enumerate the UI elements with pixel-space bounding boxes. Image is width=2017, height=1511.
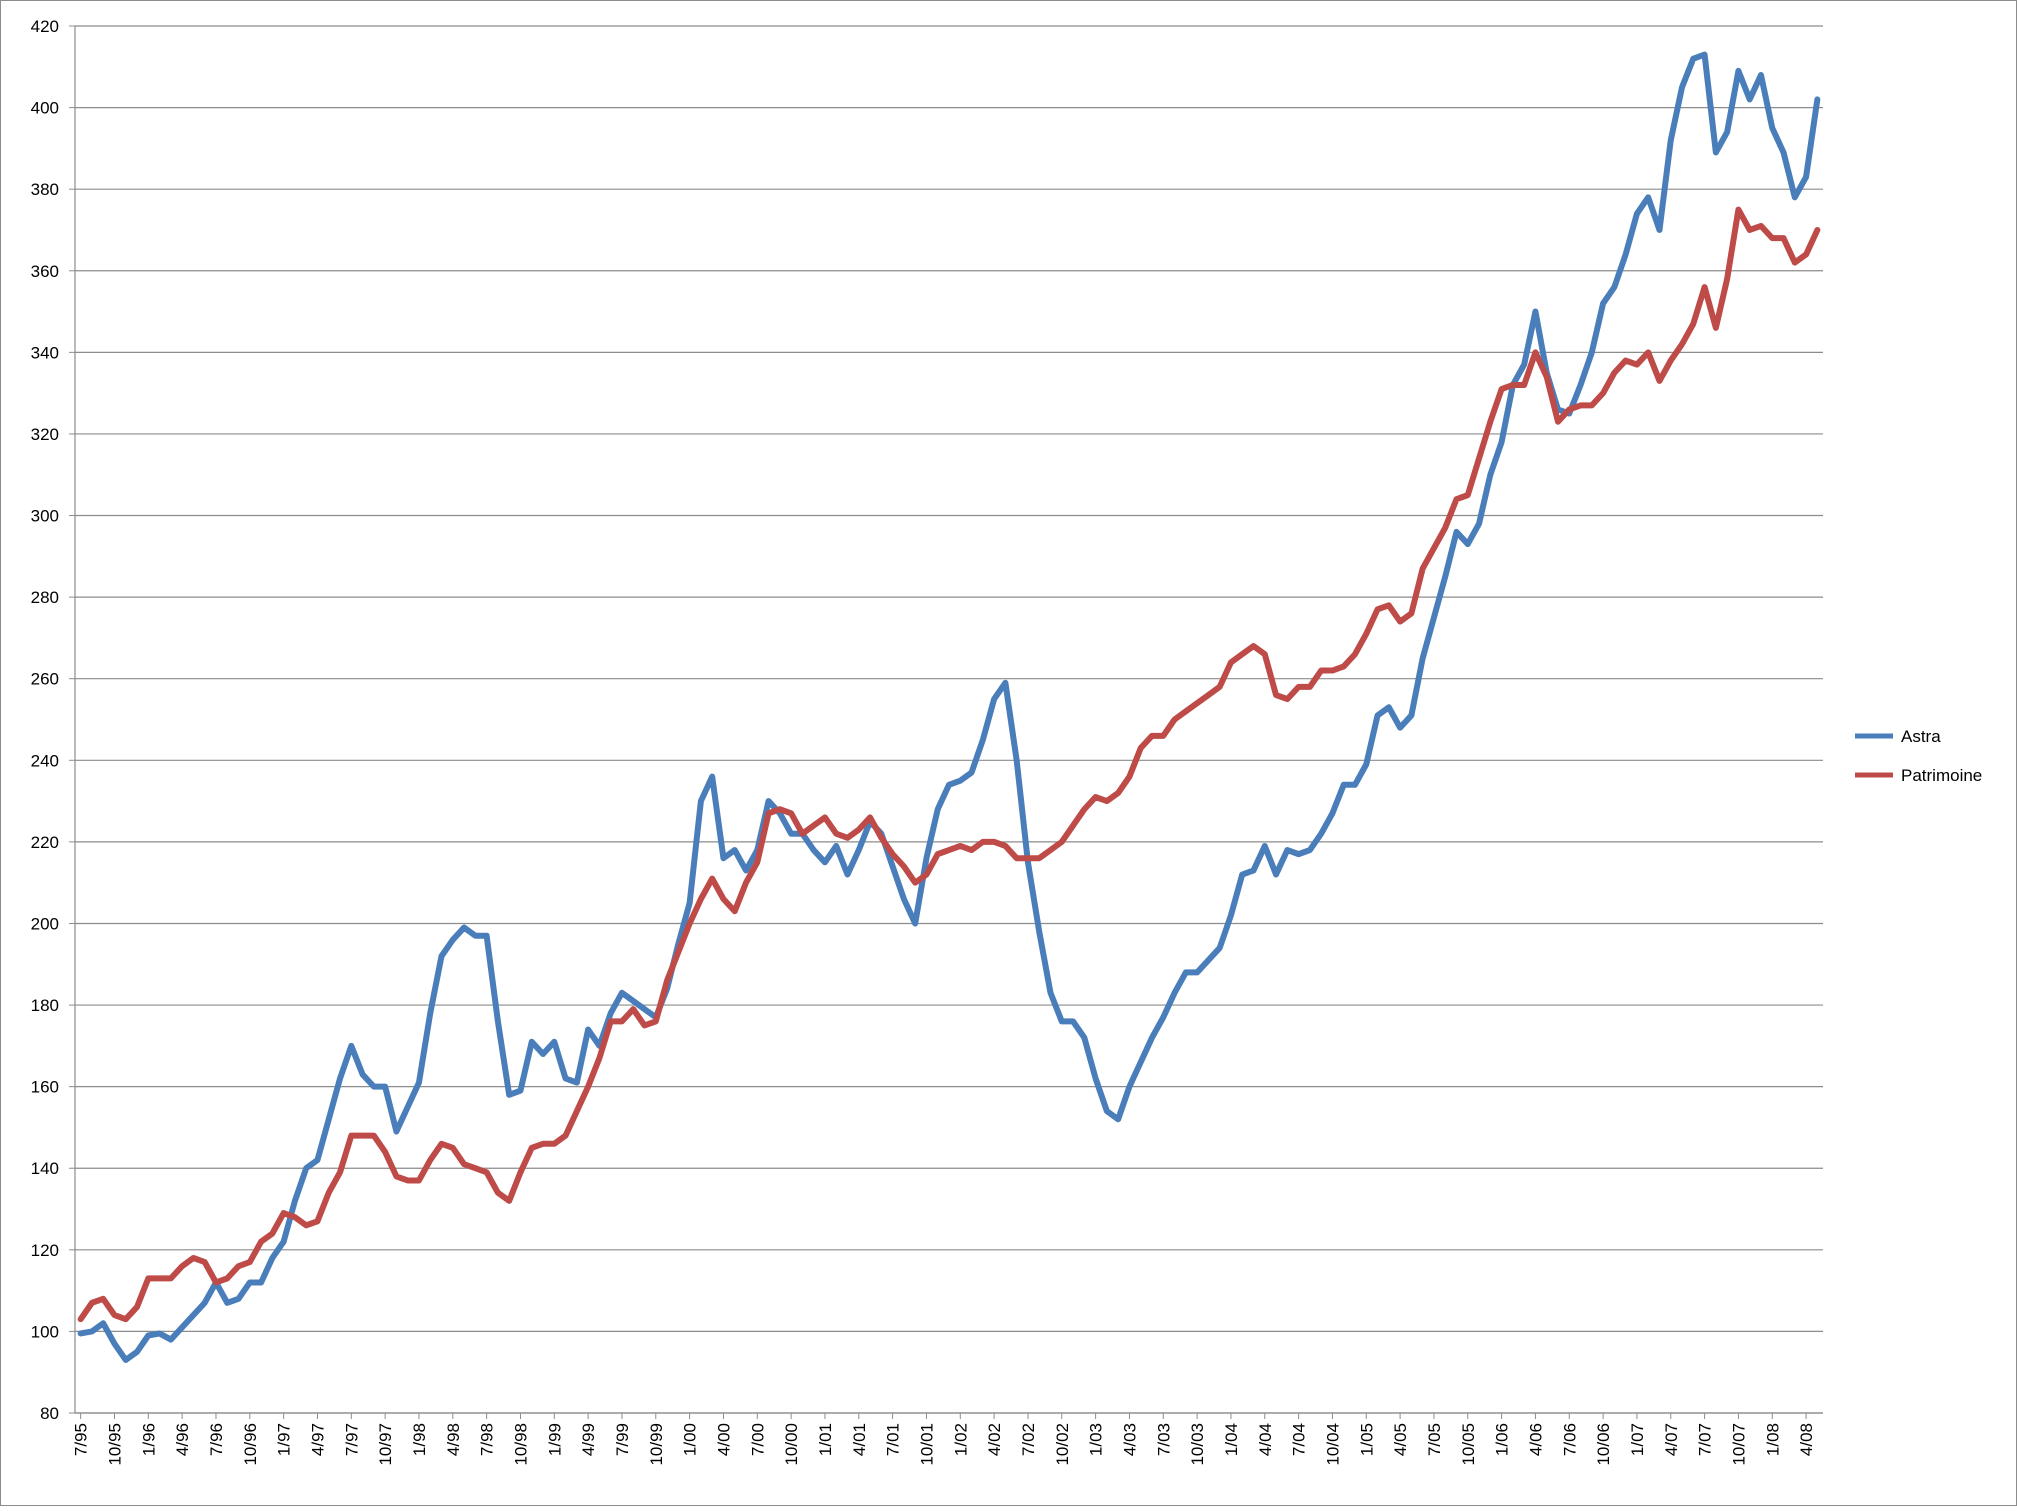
x-tick-label: 7/96 — [207, 1423, 226, 1456]
x-tick-label: 7/07 — [1696, 1423, 1715, 1456]
x-tick-label: 1/96 — [139, 1423, 158, 1456]
x-tick-label: 1/06 — [1493, 1423, 1512, 1456]
y-tick-label: 340 — [31, 343, 59, 362]
x-tick-label: 4/04 — [1256, 1423, 1275, 1456]
x-tick-label: 10/99 — [647, 1423, 666, 1466]
x-tick-label: 10/04 — [1323, 1423, 1342, 1466]
x-tick-label: 7/01 — [884, 1423, 903, 1456]
legend-label: Patrimoine — [1901, 766, 1982, 785]
x-tick-label: 7/97 — [342, 1423, 361, 1456]
y-tick-label: 120 — [31, 1241, 59, 1260]
x-tick-label: 7/99 — [613, 1423, 632, 1456]
x-tick-label: 4/97 — [308, 1423, 327, 1456]
y-tick-label: 420 — [31, 17, 59, 36]
y-tick-label: 140 — [31, 1159, 59, 1178]
y-tick-label: 320 — [31, 425, 59, 444]
x-tick-label: 10/95 — [105, 1423, 124, 1466]
x-tick-label: 1/05 — [1357, 1423, 1376, 1456]
x-tick-label: 4/05 — [1391, 1423, 1410, 1456]
x-tick-label: 1/01 — [816, 1423, 835, 1456]
x-tick-label: 7/04 — [1290, 1423, 1309, 1456]
x-tick-label: 4/07 — [1662, 1423, 1681, 1456]
x-tick-label: 10/01 — [917, 1423, 936, 1466]
x-tick-label: 1/08 — [1763, 1423, 1782, 1456]
y-tick-label: 100 — [31, 1322, 59, 1341]
x-tick-label: 7/03 — [1154, 1423, 1173, 1456]
y-tick-label: 400 — [31, 99, 59, 118]
x-tick-label: 1/97 — [275, 1423, 294, 1456]
x-tick-label: 4/99 — [579, 1423, 598, 1456]
x-tick-label: 4/08 — [1797, 1423, 1816, 1456]
x-tick-label: 1/00 — [681, 1423, 700, 1456]
y-tick-label: 80 — [40, 1404, 59, 1423]
series-line — [77, 206, 1821, 1323]
x-tick-label: 4/01 — [850, 1423, 869, 1456]
y-tick-label: 220 — [31, 833, 59, 852]
x-tick-label: 10/03 — [1188, 1423, 1207, 1466]
x-tick-label: 1/98 — [410, 1423, 429, 1456]
y-tick-label: 180 — [31, 996, 59, 1015]
x-tick-label: 7/95 — [72, 1423, 91, 1456]
y-tick-label: 160 — [31, 1078, 59, 1097]
x-tick-label: 10/98 — [511, 1423, 530, 1466]
x-tick-label: 7/00 — [748, 1423, 767, 1456]
y-tick-label: 260 — [31, 670, 59, 689]
x-tick-label: 1/04 — [1222, 1423, 1241, 1456]
x-tick-label: 4/06 — [1526, 1423, 1545, 1456]
y-tick-label: 280 — [31, 588, 59, 607]
x-tick-label: 4/00 — [714, 1423, 733, 1456]
y-tick-label: 300 — [31, 507, 59, 526]
x-tick-label: 4/96 — [173, 1423, 192, 1456]
x-tick-label: 10/00 — [782, 1423, 801, 1466]
x-tick-label: 10/07 — [1729, 1423, 1748, 1466]
x-tick-label: 7/05 — [1425, 1423, 1444, 1456]
series-line — [77, 51, 1821, 1363]
x-tick-label: 10/96 — [241, 1423, 260, 1466]
x-tick-label: 4/98 — [444, 1423, 463, 1456]
y-tick-label: 200 — [31, 914, 59, 933]
x-tick-label: 4/03 — [1120, 1423, 1139, 1456]
x-tick-label: 10/02 — [1053, 1423, 1072, 1466]
y-tick-label: 360 — [31, 262, 59, 281]
x-tick-label: 10/06 — [1594, 1423, 1613, 1466]
y-tick-label: 240 — [31, 751, 59, 770]
x-tick-label: 7/98 — [478, 1423, 497, 1456]
x-tick-label: 4/02 — [985, 1423, 1004, 1456]
x-tick-label: 7/06 — [1560, 1423, 1579, 1456]
x-tick-label: 10/05 — [1459, 1423, 1478, 1466]
y-tick-label: 380 — [31, 180, 59, 199]
x-tick-label: 10/97 — [376, 1423, 395, 1466]
x-tick-label: 1/02 — [951, 1423, 970, 1456]
x-tick-label: 1/03 — [1087, 1423, 1106, 1456]
x-tick-label: 7/02 — [1019, 1423, 1038, 1456]
x-tick-label: 1/99 — [545, 1423, 564, 1456]
legend-label: Astra — [1901, 727, 1941, 746]
x-tick-label: 1/07 — [1628, 1423, 1647, 1456]
